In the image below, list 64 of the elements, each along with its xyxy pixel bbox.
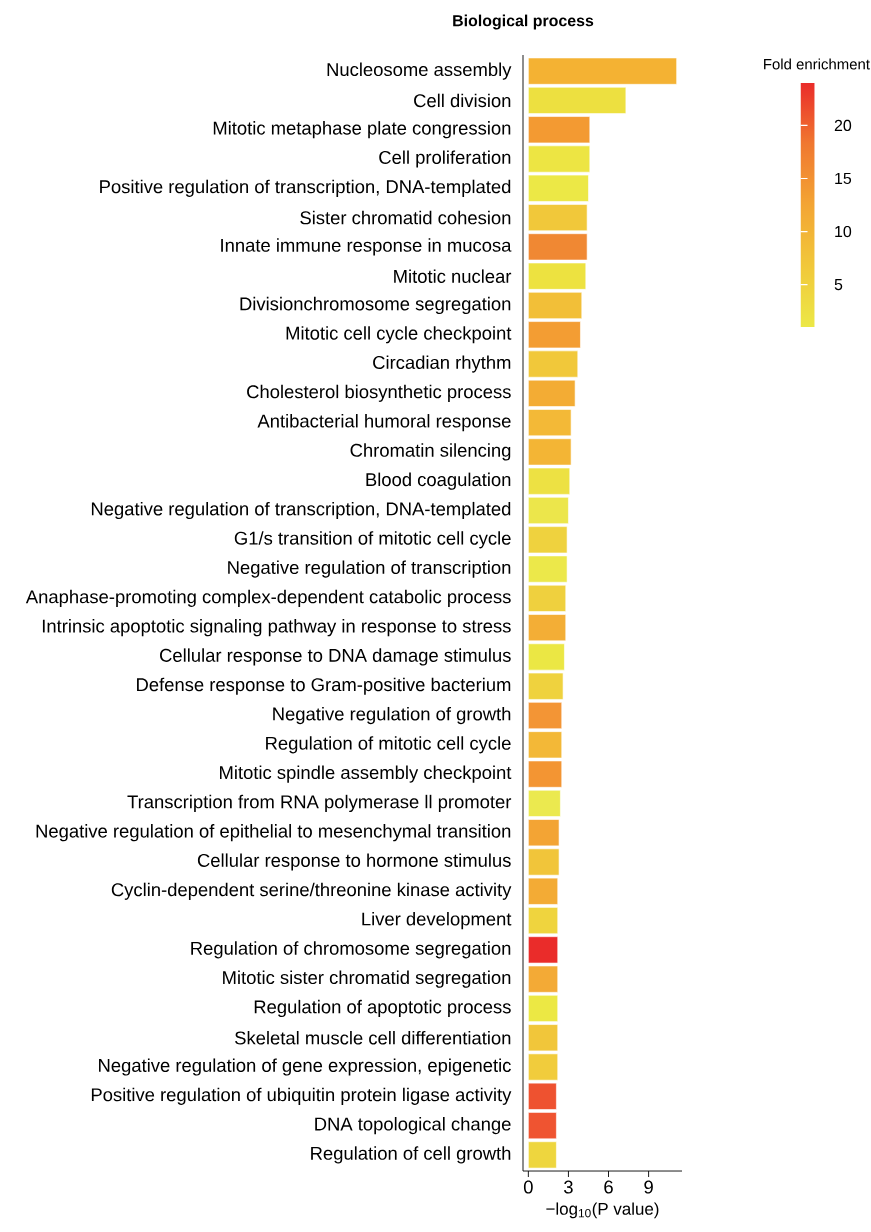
color-bar-label: 15 [835,172,852,185]
y-tick-label: Negative regulation of gene expression, epigenetic [99,1058,511,1076]
x-tick-label: 0 [523,1180,533,1194]
bar [528,86,627,114]
y-tick-label: Positive regulation of transcription, DNA-templated [100,179,511,197]
bar [528,614,567,642]
y-tick-label: Mitotic spindle assembly checkpoint [220,765,512,783]
bar [528,379,576,407]
y-tick-label: Regulation of apoptotic process [254,999,511,1018]
y-tick-label: Cell division [414,93,511,108]
bar [528,291,583,319]
bar [528,204,588,232]
y-tick-label: Anaphase-promoting complex-dependent catabolic process [25,589,511,607]
bar [528,702,563,730]
bar [528,1112,557,1140]
chart-title: Biological process [453,14,594,30]
y-tick-label: Innate immune response in mucosa [221,238,512,256]
y-tick-label: Cholesterol biosynthetic process [247,384,511,402]
y-tick-label: Regulation of cell growth [311,1146,511,1164]
bar [528,497,569,524]
y-tick-label: Negative regulation of epithelial to mesenchymal transition [36,824,511,842]
x-tick-label: 9 [644,1180,653,1194]
y-tick-label: Mitotic cell cycle checkpoint [286,326,512,344]
y-tick-label: Liver development [362,911,512,930]
bar [528,409,572,437]
y-tick-label: G1/s transition of mitotic cell cycle [234,531,511,549]
y-tick-label: Mitotic nuclear [394,269,512,283]
y-tick-label: Blood coagulation [366,472,511,490]
x-tick-label: 3 [564,1180,573,1194]
color-bar-title: Fold enrichment [764,58,870,70]
bar [528,789,561,817]
y-tick-label: Positive regulation of ubiquitin protein ligase activity [91,1087,512,1105]
y-tick-label: Negative regulation of transcription [228,560,511,578]
bar [528,584,567,612]
bar [528,57,677,85]
y-tick-label: Intrinsic apoptotic signaling pathway in response to stress [42,619,511,637]
y-tick-label: Transcription from RNA polymerase ll promoter [127,794,512,812]
bar [528,1141,557,1169]
y-tick-label: Regulation of chromosome segregation [191,941,511,959]
y-tick-label: Regulation of mitotic cell cycle [266,736,511,754]
x-tick-label: 6 [604,1180,613,1194]
y-tick-label: Skeletal muscle cell differentiation [235,1030,511,1045]
x-axis-title: −log$_{10}$(P value) [546,1202,659,1219]
bar [528,907,559,935]
y-tick-label: Cellular response to hormone stimulus [197,853,511,871]
y-tick-label: Mitotic metaphase plate congression [213,121,511,139]
y-tick-label: Mitotic sister chromatid segregation [223,970,511,988]
y-tick-label: DNA topological change [315,1117,511,1135]
y-tick-label: Defense response to Gram-positive bacterium [137,677,511,695]
y-tick-label: Circadian rhythm [373,355,511,373]
color-bar-label: 10 [835,225,852,238]
y-tick-label: Cell proliferation [379,150,511,168]
y-tick-label: Nucleosome assembly [327,62,512,80]
y-tick-label: Negative regulation of growth [273,706,511,725]
y-tick-label: Antibacterial humoral response [257,414,511,432]
y-tick-label: Sister chromatid cohesion [300,210,511,225]
color-bar-label: 20 [834,119,852,132]
y-tick-label: Cyclin-dependent serine/threonine kinase activity [111,882,512,900]
y-tick-label: Chromatin silencing [350,443,511,461]
y-tick-label: Negative regulation of transcription, DNA-templated [91,501,511,520]
y-tick-label: Cellular response to DNA damage stimulus [160,648,511,666]
bar [528,994,559,1022]
y-tick-label: Divisionchromosome segregation [240,296,511,315]
color-bar-label: 5 [834,279,843,291]
